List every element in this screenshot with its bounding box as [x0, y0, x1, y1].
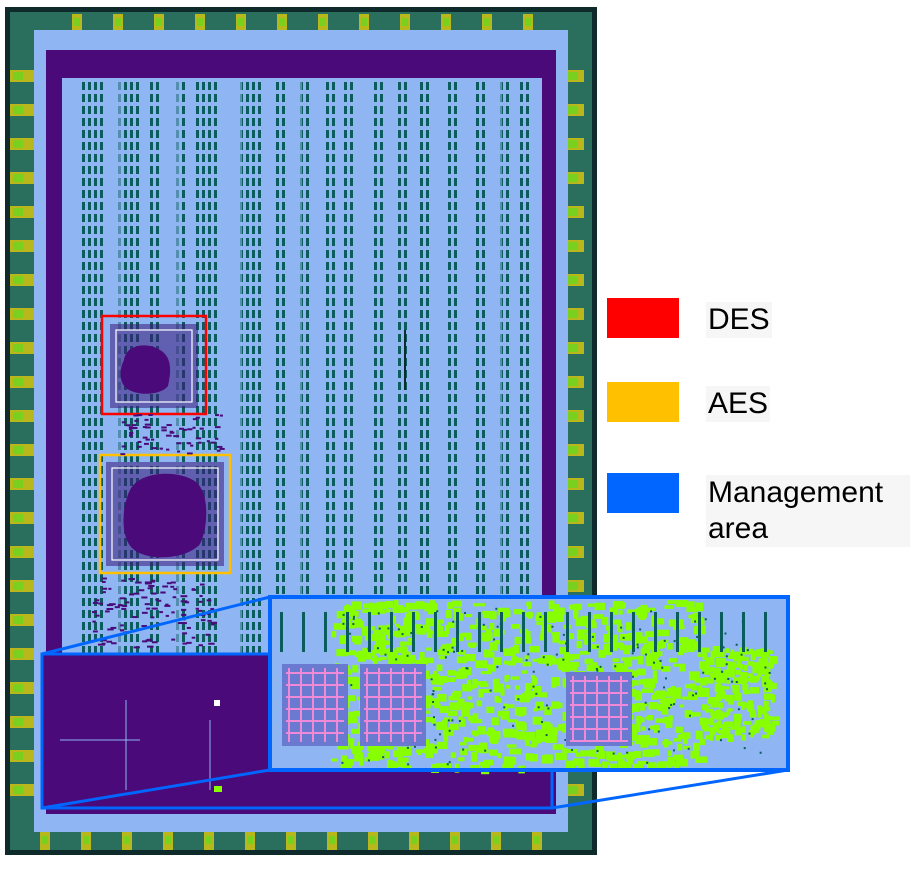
pad-row-bottom — [40, 816, 542, 850]
zoom-highlight — [268, 595, 790, 772]
aes-block — [98, 453, 232, 575]
des-block — [100, 314, 208, 416]
des-highlight — [100, 314, 208, 416]
legend-swatch-management — [607, 473, 679, 513]
core-routing-grid — [70, 80, 529, 655]
legend-label-management: Management area — [706, 475, 910, 547]
legend-swatch-aes — [607, 382, 679, 422]
zoom-macro-blocks — [282, 664, 632, 746]
scattered-cells — [92, 414, 225, 649]
legend-label-des: DES — [706, 302, 772, 338]
legend-label-aes: AES — [706, 386, 771, 422]
aes-highlight — [98, 453, 232, 575]
management-zoom-inset — [268, 595, 790, 775]
pad-column-left — [10, 70, 38, 796]
legend-swatch-des — [607, 298, 679, 338]
